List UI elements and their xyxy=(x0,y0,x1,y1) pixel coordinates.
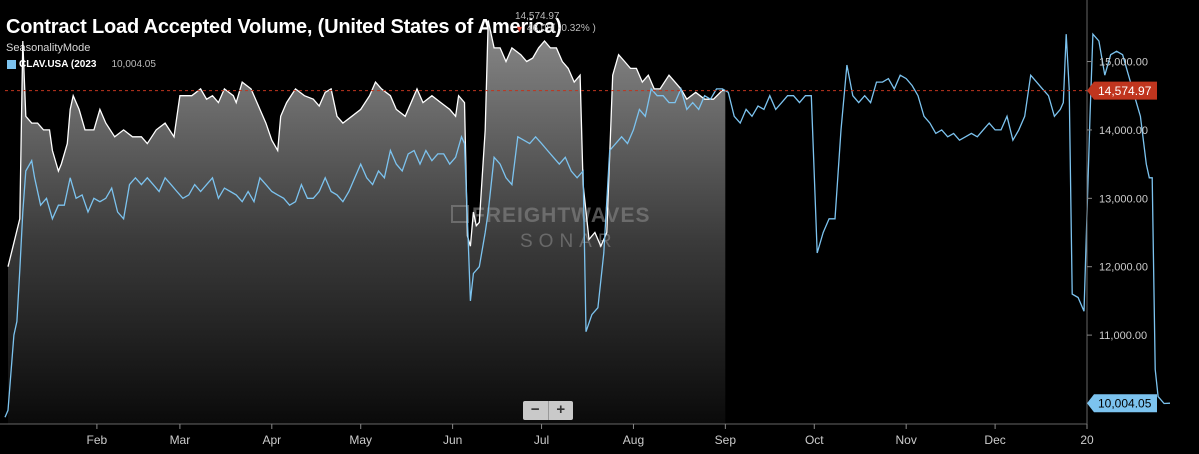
x-tick-label: Dec xyxy=(984,433,1005,447)
y-tick-label: 13,000.00 xyxy=(1099,193,1148,205)
legend-swatch xyxy=(7,60,16,69)
x-tick-label: May xyxy=(349,433,372,447)
x-tick-label: Apr xyxy=(262,433,281,447)
current-value-badge-label: 14,574.97 xyxy=(1098,84,1152,98)
x-tick-label: Jul xyxy=(534,433,549,447)
legend-series-name: CLAV.USA (2023 xyxy=(19,59,97,70)
zoom-out-button[interactable]: − xyxy=(523,401,549,420)
x-tick-label: Aug xyxy=(623,433,644,447)
quote-value: 14,574.97 xyxy=(515,11,560,22)
prior-value-badge xyxy=(1087,394,1157,413)
zoom-in-button[interactable]: + xyxy=(556,401,566,418)
watermark-line1: FREIGHTWAVES xyxy=(472,204,650,227)
x-tick-label: Jun xyxy=(443,433,462,447)
quote-box: 14,574.97 ▼ 46.05( -0.32% ) xyxy=(515,11,596,35)
quote-change: 46.05( -0.32% ) xyxy=(526,23,596,34)
freightwaves-logo-icon xyxy=(451,205,469,223)
prior-year-line xyxy=(4,32,1171,418)
x-tick-label: Sep xyxy=(715,433,737,447)
y-tick-label: 11,000.00 xyxy=(1099,330,1147,342)
current-value-badge xyxy=(1087,81,1157,100)
current-year-area xyxy=(7,20,726,424)
current-year-line xyxy=(7,20,726,267)
legend[interactable]: CLAV.USA (2023 10,004.05 xyxy=(7,59,156,70)
down-arrow-icon: ▼ xyxy=(515,24,524,34)
y-tick-label: 12,000.00 xyxy=(1099,262,1148,274)
x-tick-label: Mar xyxy=(170,433,191,447)
x-tick-label: Oct xyxy=(805,433,824,447)
y-tick-label: 14,000.00 xyxy=(1099,125,1148,137)
zoom-controls: − + xyxy=(523,401,573,420)
prior-value-badge-label: 10,004.05 xyxy=(1098,397,1152,411)
x-tick-label: Nov xyxy=(896,433,917,447)
seasonality-mode-label: SeasonalityMode xyxy=(6,42,91,54)
chart-title: Contract Load Accepted Volume, (United S… xyxy=(6,16,562,38)
x-tick-label: Feb xyxy=(87,433,108,447)
x-tick-label: 20 xyxy=(1080,433,1094,447)
y-tick-label: 15,000.00 xyxy=(1099,57,1148,69)
legend-series-value: 10,004.05 xyxy=(111,59,156,70)
